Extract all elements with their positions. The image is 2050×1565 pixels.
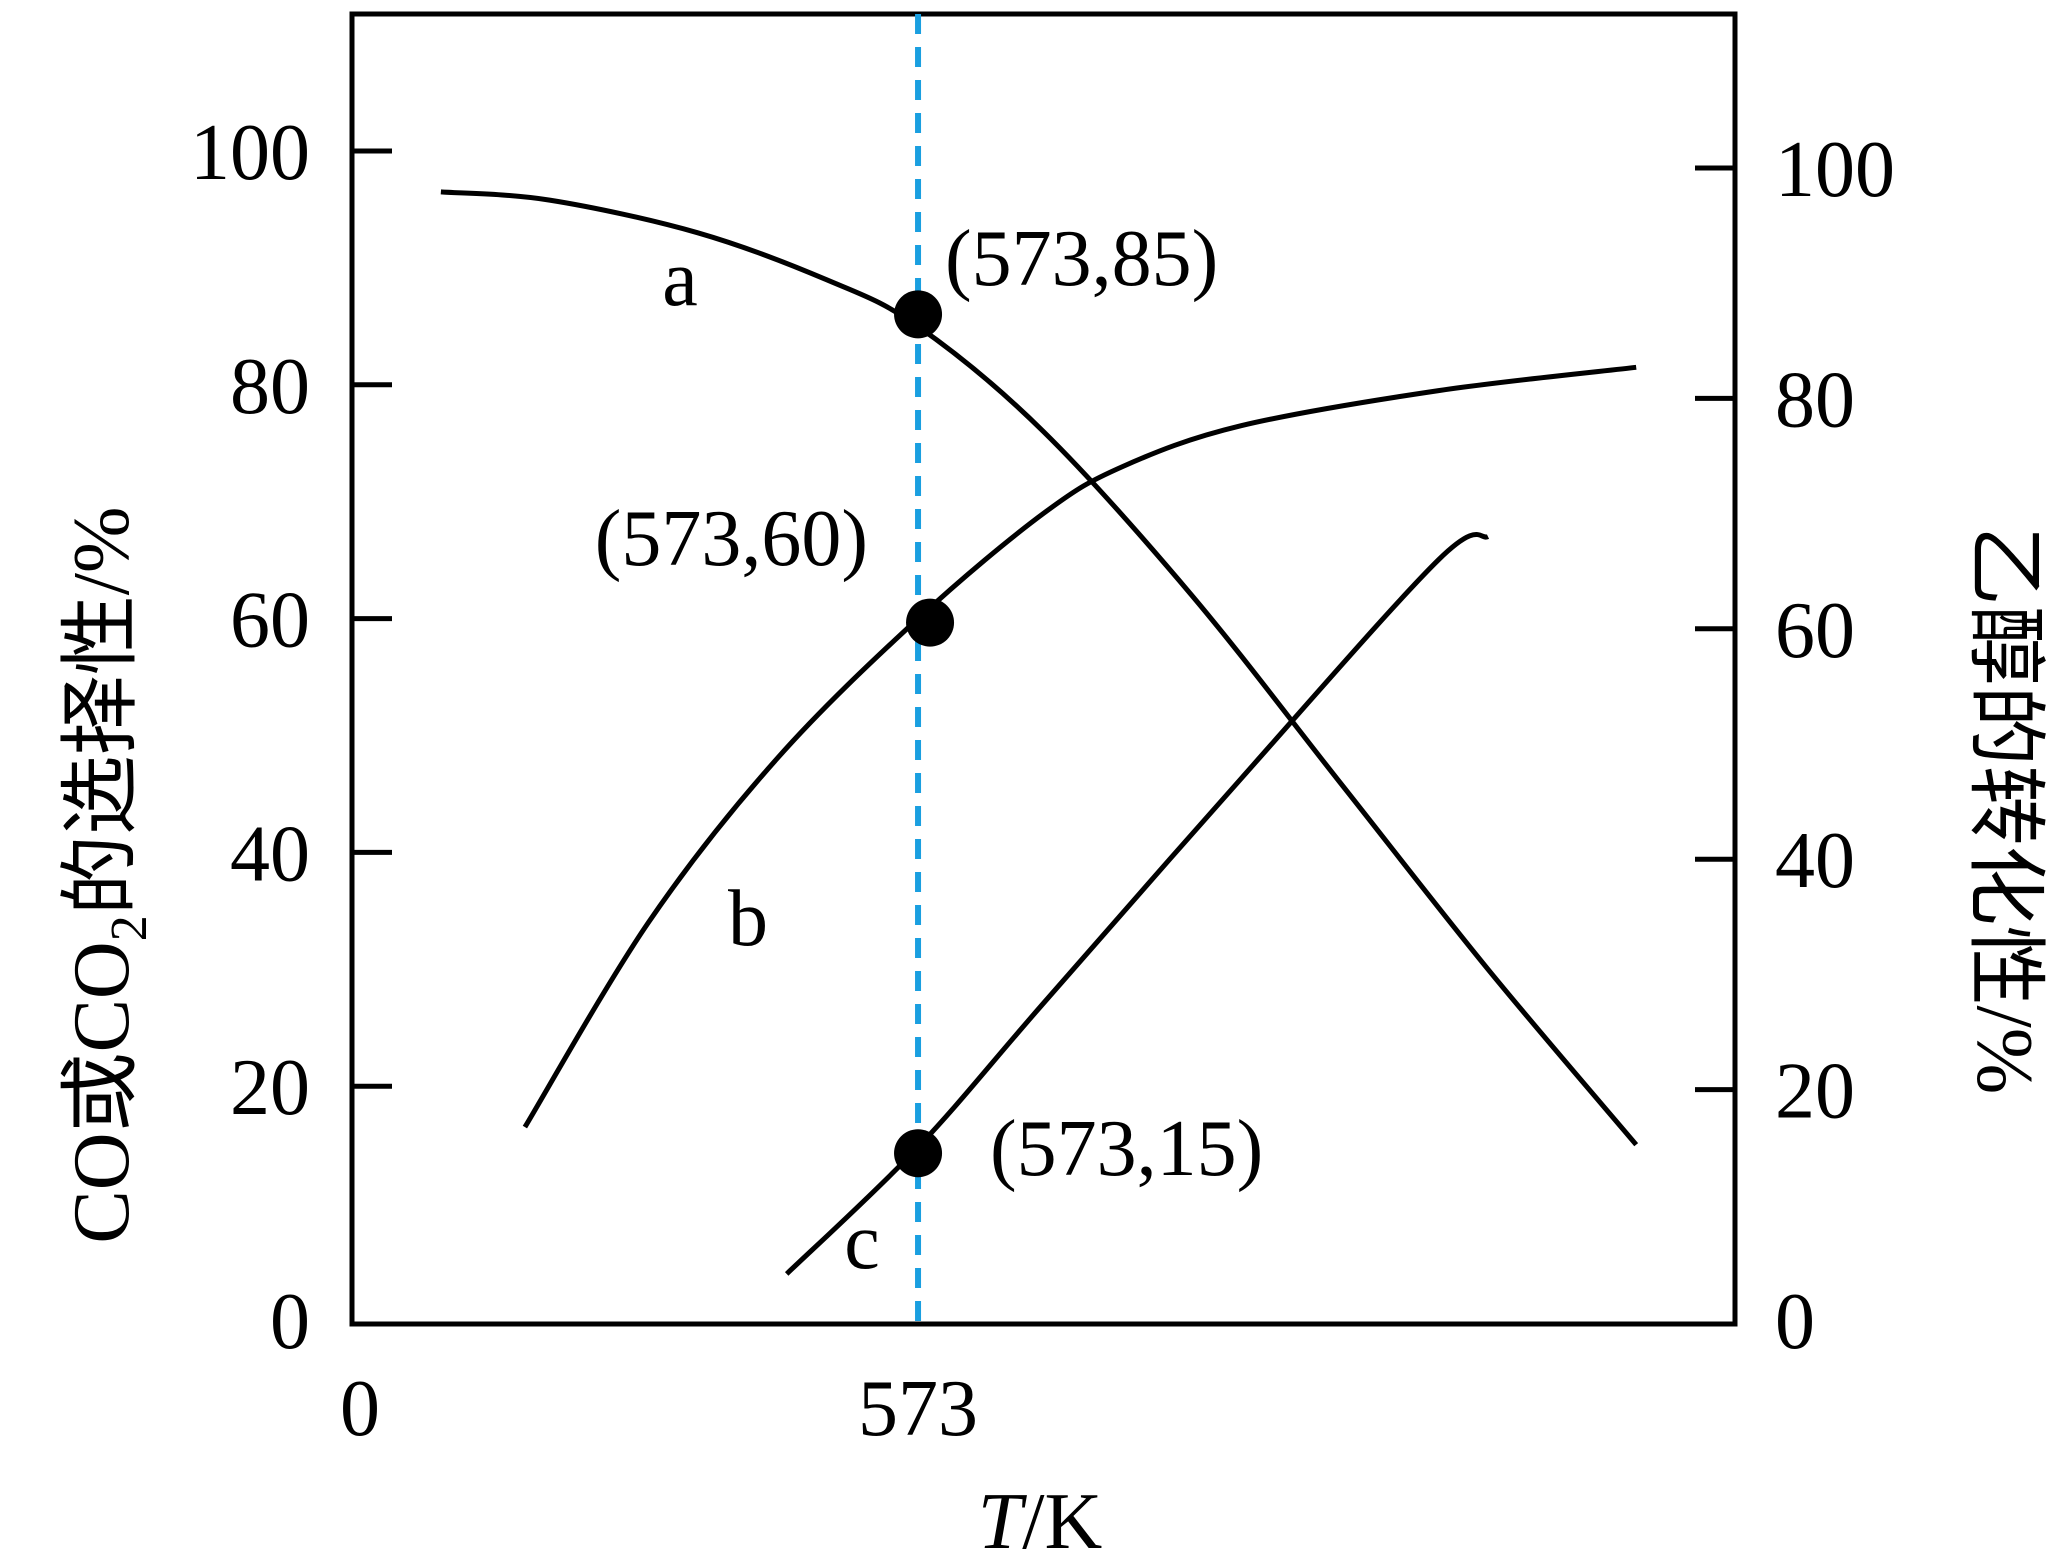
x-axis-title: T/K [978, 1478, 1103, 1565]
plot-frame [349, 11, 1738, 1327]
right-y-axis: 0 20 40 60 80 100 [1695, 126, 1895, 1366]
point-marker-0 [894, 290, 943, 339]
right-tick-label-80: 80 [1775, 356, 1855, 444]
left-tick-label-100: 100 [190, 109, 310, 197]
right-tick-label-0: 0 [1775, 1278, 1815, 1366]
left-y-axis: 0 20 40 60 80 100 [190, 109, 392, 1366]
point-marker-2 [894, 1129, 943, 1178]
x-tick-label-0: 0 [340, 1365, 380, 1453]
point-label-1: (573,60) [595, 495, 868, 583]
right-axis-title: 乙醇的转化性/% [1960, 526, 2048, 1095]
x-tick-label-573: 573 [858, 1365, 978, 1453]
series-b-line [522, 364, 1637, 1129]
series-a-line [440, 189, 1639, 1147]
left-tick-label-40: 40 [230, 810, 310, 898]
point-marker-1 [906, 598, 955, 647]
right-tick-label-60: 60 [1775, 587, 1855, 675]
right-tick-label-40: 40 [1775, 817, 1855, 905]
points-layer: (573,85) (573,60) (573,15) [595, 215, 1264, 1193]
right-tick-label-100: 100 [1775, 126, 1895, 214]
left-tick-label-80: 80 [230, 343, 310, 431]
left-axis-title: CO或CO2的选择性/% [58, 506, 158, 1243]
right-tick-label-20: 20 [1775, 1048, 1855, 1136]
left-tick-label-0: 0 [270, 1278, 310, 1366]
series-b-label: b [728, 875, 768, 963]
point-label-0: (573,85) [945, 215, 1218, 303]
point-label-2: (573,15) [990, 1105, 1263, 1193]
left-tick-label-20: 20 [230, 1044, 310, 1132]
series-a-label: a [662, 235, 698, 323]
left-tick-label-60: 60 [230, 577, 310, 665]
x-axis: 0 573 [340, 1365, 978, 1453]
series-c-label: c [844, 1198, 880, 1286]
